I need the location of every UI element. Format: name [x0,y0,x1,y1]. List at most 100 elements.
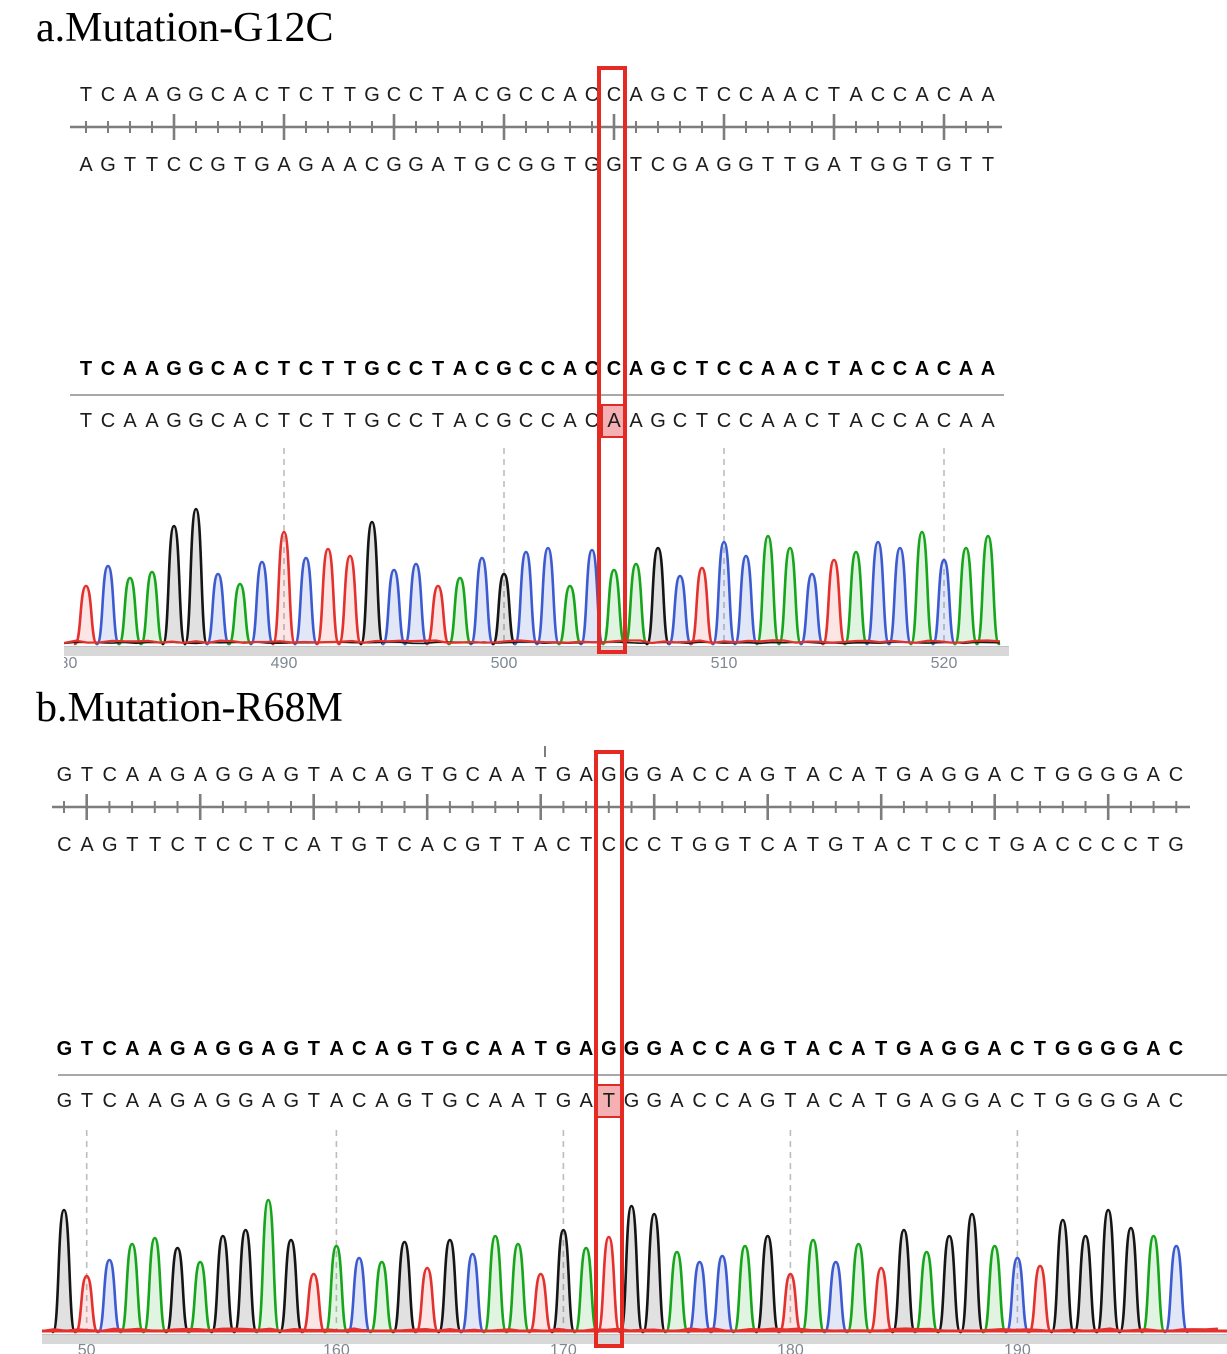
base-cell: G [56,1038,73,1060]
base-cell: C [298,410,314,432]
peak-fill-C [537,548,559,644]
base-cell: G [464,834,481,856]
base-cell: T [1033,1038,1047,1060]
base-cell: C [170,834,185,856]
base-cell: G [170,1038,186,1060]
base-cell: G [188,84,204,106]
base-cell: T [874,1090,888,1112]
peak-fill-C [295,558,317,644]
peak-C [403,562,429,646]
base-cell: T [262,834,275,856]
peak-fill-G [643,1214,666,1332]
peak-T [528,1272,553,1334]
base-cell: T [321,84,335,106]
peak-T [414,1266,440,1334]
base-cell: G [298,154,314,176]
base-cell: A [987,1090,1002,1112]
peak-A [777,546,803,646]
base-cell: C [210,410,226,432]
peak-C [346,1256,372,1334]
base-cell: T [1147,834,1160,856]
base-cell: C [584,358,600,380]
peak-A [909,530,935,646]
peak-C [799,572,825,646]
peak-A [846,1242,871,1334]
base-cell: C [100,84,116,106]
base-cell: A [827,154,841,176]
base-cell: A [695,154,709,176]
base-cell: C [298,358,314,380]
base-cell: C [465,764,480,786]
base-cell: G [474,154,490,176]
base-cell: A [261,1038,276,1060]
position-ruler [52,794,1190,820]
peak-fill-T [339,556,361,644]
base-cell: A [232,358,248,380]
base-cell: T [988,834,1001,856]
base-cell: A [534,834,548,856]
base-cell: G [650,410,666,432]
peak-C [1005,1256,1030,1334]
base-cell: C [692,764,707,786]
base-cell: T [580,834,593,856]
base-cell: C [716,358,732,380]
peak-fill-G [53,1210,75,1332]
base-cell: G [936,154,952,176]
base-cell: T [783,154,797,176]
peak-fill-A [977,536,999,644]
peak-fill-T [416,1268,439,1332]
peak-C [513,550,539,646]
peak-G [619,1204,644,1334]
base-cell: G [254,154,270,176]
peak-fill-G [185,509,207,644]
axis-tick-label: 190 [1004,1343,1031,1354]
peak-fill-A [603,570,625,644]
base-cell: G [870,154,886,176]
base-cell: G [941,1038,957,1060]
peak-fill-G [438,1240,461,1332]
peak-fill-A [257,1200,280,1332]
base-cell: G [896,764,912,786]
base-cell: A [874,834,888,856]
base-cell: C [828,1038,843,1060]
peak-A [447,576,473,646]
peak-A [256,1198,281,1334]
base-cell: A [981,410,995,432]
peak-G [1073,1234,1098,1334]
peak-A [755,534,781,646]
base-cell: A [145,84,159,106]
panel-a-title: a.Mutation-G12C [36,5,334,51]
base-cell: A [277,154,291,176]
base-cell: C [606,84,622,106]
base-cell: G [759,1038,776,1060]
peak-C [381,568,407,646]
base-cell: T [784,1090,797,1112]
peak-fill-C [1006,1258,1029,1332]
base-cell: C [386,84,402,106]
base-cell: G [396,1038,413,1060]
base-cell: G [396,1090,413,1112]
peak-A [142,1236,168,1334]
peak-fill-G [756,1236,779,1332]
base-cell: C [102,1090,117,1112]
base-cell: G [56,1090,73,1112]
base-cell: A [453,84,467,106]
base-cell: C [1168,764,1184,786]
alignment-separator [70,394,1004,396]
base-cell: C [474,358,490,380]
base-cell: G [941,764,957,786]
base-cell: T [421,1038,434,1060]
base-cell: G [672,154,688,176]
base-cell: C [715,1038,730,1060]
base-cell: G [646,1038,662,1060]
base-cell: C [672,358,688,380]
base-cell: G [555,1038,572,1060]
base-cell: G [1122,764,1139,786]
base-cell: T [784,764,797,786]
peak-T [868,1266,894,1334]
base-cell: G [601,1038,617,1060]
peak-fill-T [597,1237,620,1332]
base-cell: C [892,84,908,106]
peak-fill-G [166,1248,189,1332]
